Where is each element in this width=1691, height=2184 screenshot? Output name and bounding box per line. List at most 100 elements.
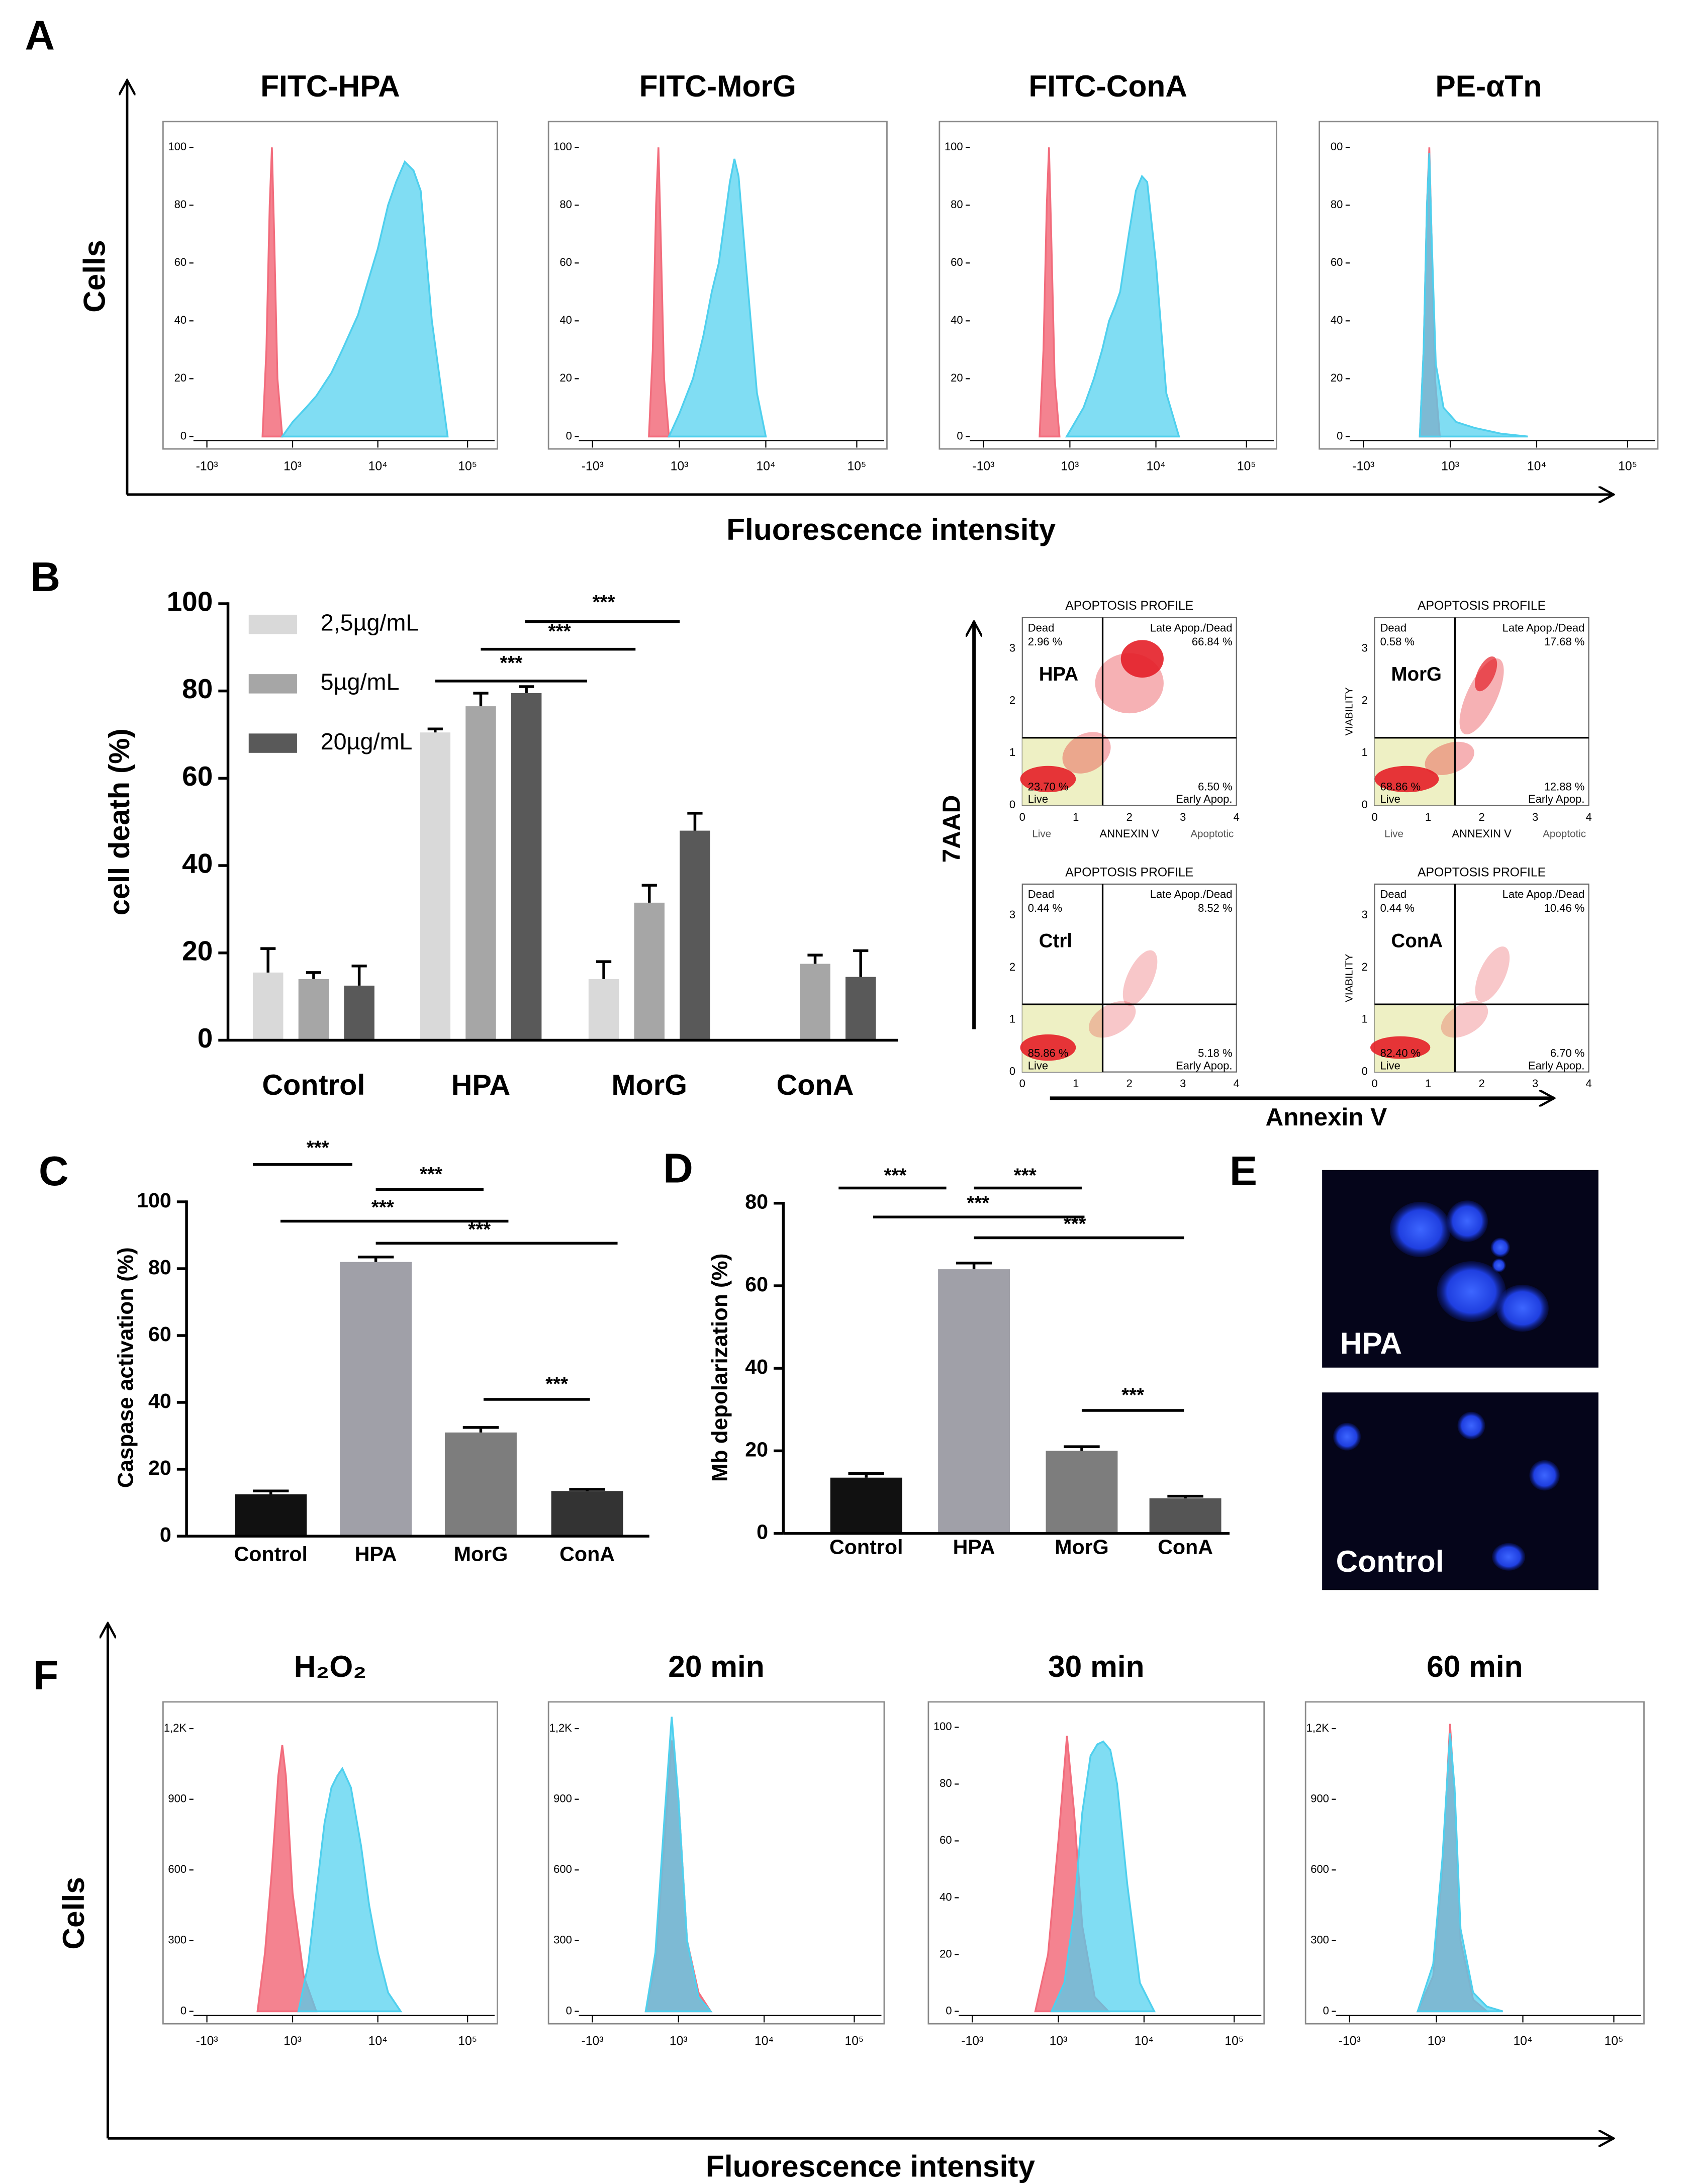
chart-title: PE-αTn <box>1435 69 1542 103</box>
y-tick-label: 0 <box>1009 798 1015 811</box>
legend-label: 5µg/mL <box>321 669 400 695</box>
x-tick-label: -10³ <box>196 2034 218 2048</box>
y-tick-label: 100 <box>167 586 213 617</box>
legend-label: 2,5µg/mL <box>321 610 419 636</box>
y-tick-label: 100 <box>168 140 186 153</box>
chart-title: 60 min <box>1427 1649 1523 1683</box>
nucleus <box>1492 1258 1506 1273</box>
bar <box>830 1477 902 1534</box>
x-tick-label: 10³ <box>1441 459 1459 473</box>
x-tick-label: Control <box>262 1069 365 1101</box>
axis-label: cell death (%) <box>104 728 136 915</box>
y-tick-label: 100 <box>933 1720 952 1733</box>
axis-label: Fluorescence intensity <box>706 2149 1036 2183</box>
histogram-area <box>1065 174 1180 438</box>
y-tick-label: 80 <box>951 198 963 211</box>
significance-label: *** <box>548 621 571 642</box>
x-tick-label: 1 <box>1073 811 1079 823</box>
y-tick-label: 0 <box>160 1523 171 1546</box>
quadrant-value: 0.44 % <box>1380 902 1415 914</box>
plot-title: APOPTOSIS PROFILE <box>1418 866 1546 879</box>
y-tick-label: 20 <box>148 1456 171 1479</box>
histogram-area <box>297 1767 403 2013</box>
y-tick-label: 20 <box>174 371 186 384</box>
quadrant-value: 10.46 % <box>1544 902 1585 914</box>
bar <box>445 1432 517 1537</box>
cell-cloud <box>1425 741 1474 775</box>
quadrant-value: 2.96 % <box>1028 635 1062 648</box>
y-tick-label: 2 <box>1009 694 1015 706</box>
x-tick-label: 2 <box>1478 811 1484 823</box>
x-tick-label: Control <box>234 1542 308 1565</box>
quadrant-name: Early Apop. <box>1528 1059 1584 1072</box>
y-tick-label: 100 <box>137 1189 171 1212</box>
x-tick-label: 3 <box>1532 1077 1538 1090</box>
x-tick-label: 4 <box>1234 811 1240 823</box>
quadrant-name: Live <box>1380 793 1400 805</box>
nucleus <box>1496 1284 1549 1332</box>
histogram-area <box>1039 147 1061 438</box>
bar <box>511 693 542 1040</box>
x-tick-label: 10³ <box>670 2034 688 2048</box>
x-tick-label: 10⁵ <box>458 2034 477 2048</box>
y-tick-label: 0 <box>1362 1065 1368 1077</box>
quadrant-value: 85.86 % <box>1028 1047 1069 1060</box>
x-tick-label: -10³ <box>961 2034 983 2048</box>
y-tick-label: 80 <box>174 198 186 211</box>
chart-title: 30 min <box>1048 1649 1145 1683</box>
x-tick-label: -10³ <box>972 459 994 473</box>
plot-frame <box>1319 121 1659 450</box>
x-tick-label: -10³ <box>196 459 218 473</box>
y-tick-label: 80 <box>182 673 213 704</box>
bar <box>344 985 374 1040</box>
bar <box>465 706 496 1040</box>
y-tick-label: 40 <box>745 1355 768 1378</box>
quadrant-name: Live <box>1380 1059 1400 1072</box>
y-tick-label: 80 <box>1331 198 1343 211</box>
x-tick-label: 10⁴ <box>1146 459 1165 473</box>
bar <box>340 1262 412 1537</box>
quadrant-name: Late Apop./Dead <box>1502 621 1585 634</box>
histogram-area <box>280 160 449 438</box>
x-axis-label: Apoptotic <box>1543 828 1586 839</box>
cell-cloud <box>1088 1001 1136 1038</box>
y-tick-label: 600 <box>1310 1863 1329 1875</box>
legend-swatch <box>248 674 297 694</box>
cell-cloud <box>1374 766 1439 793</box>
x-tick-label: -10³ <box>582 459 604 473</box>
x-tick-label: Control <box>829 1536 903 1559</box>
y-tick-label: 900 <box>168 1792 186 1805</box>
y-tick-label: 0 <box>1337 429 1343 442</box>
y-tick-label: 100 <box>553 140 572 153</box>
nucleus <box>1437 1261 1506 1322</box>
x-tick-label: 2 <box>1126 811 1133 823</box>
quadrant-value: 6.70 % <box>1550 1047 1584 1060</box>
axis-label: Mb depolarization (%) <box>707 1254 732 1482</box>
panel-letter: F <box>33 1652 58 1698</box>
micrograph-label: Control <box>1336 1544 1444 1578</box>
quadrant-name: Dead <box>1028 621 1055 634</box>
y-tick-label: 60 <box>940 1834 952 1846</box>
panel-letter: A <box>25 13 55 59</box>
significance-label: *** <box>884 1165 906 1187</box>
y-tick-label: 80 <box>559 198 572 211</box>
x-tick-label: HPA <box>953 1536 995 1559</box>
cell-cloud <box>1122 950 1158 1006</box>
x-tick-label: 10⁴ <box>756 459 775 473</box>
x-tick-label: -10³ <box>1339 2034 1361 2048</box>
bar <box>800 964 830 1040</box>
quadrant-name: Early Apop. <box>1176 1059 1232 1072</box>
bar <box>420 732 450 1040</box>
x-tick-label: -10³ <box>581 2034 603 2048</box>
significance-label: *** <box>468 1219 491 1241</box>
bar <box>1149 1498 1222 1534</box>
x-tick-label: 0 <box>1019 1077 1025 1090</box>
y-tick-label: 600 <box>168 1863 186 1875</box>
cell-cloud <box>1020 1034 1076 1061</box>
panel-letter: D <box>663 1145 693 1191</box>
plot-frame <box>162 121 498 450</box>
y-tick-label: 2 <box>1362 961 1368 973</box>
quadrant-name: Live <box>1028 793 1048 805</box>
bar <box>938 1269 1010 1534</box>
bar <box>588 979 619 1040</box>
